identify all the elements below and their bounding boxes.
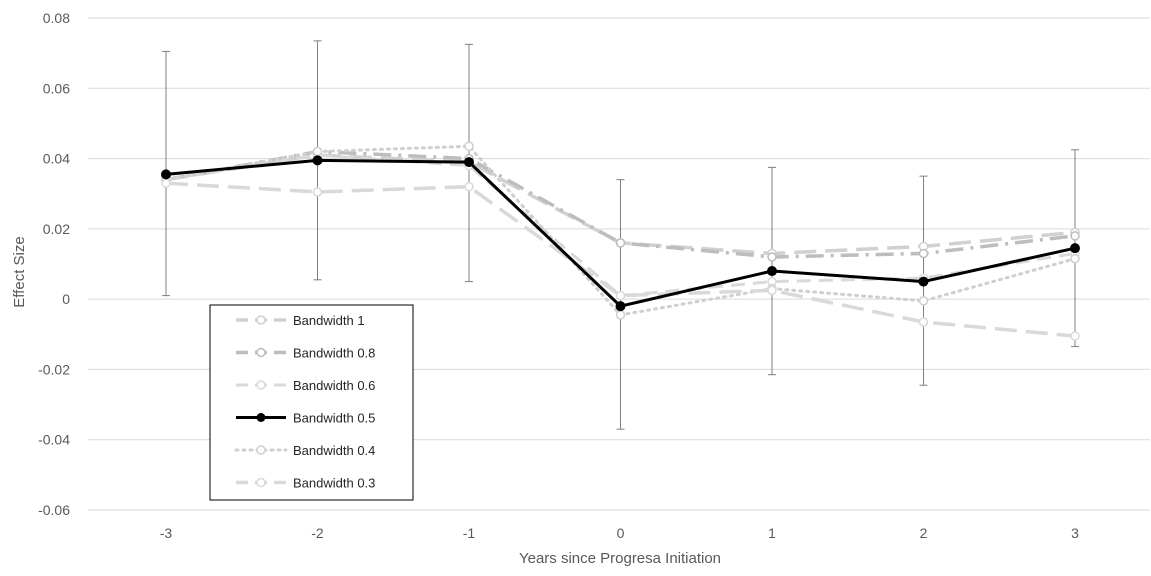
legend-label: Bandwidth 0.5 (293, 411, 375, 426)
legend: Bandwidth 1 Bandwidth 0.8 Bandwidth 0.6 Ban… (209, 304, 414, 501)
data-point (1070, 253, 1080, 264)
data-point (918, 248, 929, 259)
y-tick-label: 0 (62, 291, 70, 307)
y-tick-label: -0.04 (38, 432, 70, 448)
legend-label: Bandwidth 0.4 (293, 443, 375, 458)
y-tick-label: 0.04 (43, 151, 70, 167)
data-point (767, 285, 777, 296)
data-point (161, 169, 171, 180)
x-tick-label: -2 (311, 525, 324, 541)
data-point (1070, 331, 1080, 341)
x-tick-label: -3 (160, 525, 173, 541)
legend-marker (256, 347, 266, 358)
legend-label: Bandwidth 0.3 (293, 476, 375, 491)
x-tick-label: 0 (617, 525, 625, 541)
data-point (464, 181, 474, 192)
x-axis-label: Years since Progresa Initiation (519, 550, 721, 567)
data-point (767, 266, 777, 277)
data-point (464, 141, 474, 152)
data-point (615, 301, 626, 312)
data-point (161, 178, 171, 188)
legend-marker (256, 477, 266, 488)
legend-marker (256, 380, 266, 390)
legend-label: Bandwidth 0.8 (293, 346, 375, 361)
y-tick-label: 0.08 (43, 10, 70, 26)
x-axis: -3 -2 -1 0 1 2 3 (160, 525, 1079, 541)
y-tick-label: 0.06 (43, 80, 70, 96)
data-point (312, 187, 323, 197)
y-tick-label: -0.02 (38, 361, 70, 377)
y-tick-label: 0.02 (43, 221, 70, 237)
data-point (918, 276, 929, 287)
data-point (918, 296, 929, 306)
x-tick-label: 3 (1071, 525, 1079, 541)
data-point (615, 310, 626, 320)
legend-marker (256, 445, 266, 455)
x-tick-label: 2 (920, 525, 928, 541)
data-point (615, 238, 626, 248)
data-point (767, 252, 777, 262)
legend-label: Bandwidth 0.6 (293, 378, 375, 393)
data-point (312, 155, 323, 166)
data-point (1070, 231, 1080, 241)
y-axis-tick-labels: -0.06 -0.04 -0.02 0 0.02 0.04 0.06 0.08 (38, 10, 70, 518)
legend-marker (256, 315, 266, 325)
legend-box (209, 304, 414, 501)
y-tick-label: -0.06 (38, 502, 70, 518)
legend-label: Bandwidth 1 (293, 313, 365, 328)
data-point (312, 146, 323, 157)
y-axis-label: Effect Size (11, 236, 28, 307)
data-point (1070, 243, 1080, 254)
data-point (464, 157, 474, 168)
series-lines (161, 141, 1080, 341)
x-tick-label: 1 (768, 525, 776, 541)
x-tick-label: -1 (463, 525, 476, 541)
data-point (615, 290, 626, 301)
data-point (918, 317, 929, 327)
legend-marker (256, 413, 266, 422)
